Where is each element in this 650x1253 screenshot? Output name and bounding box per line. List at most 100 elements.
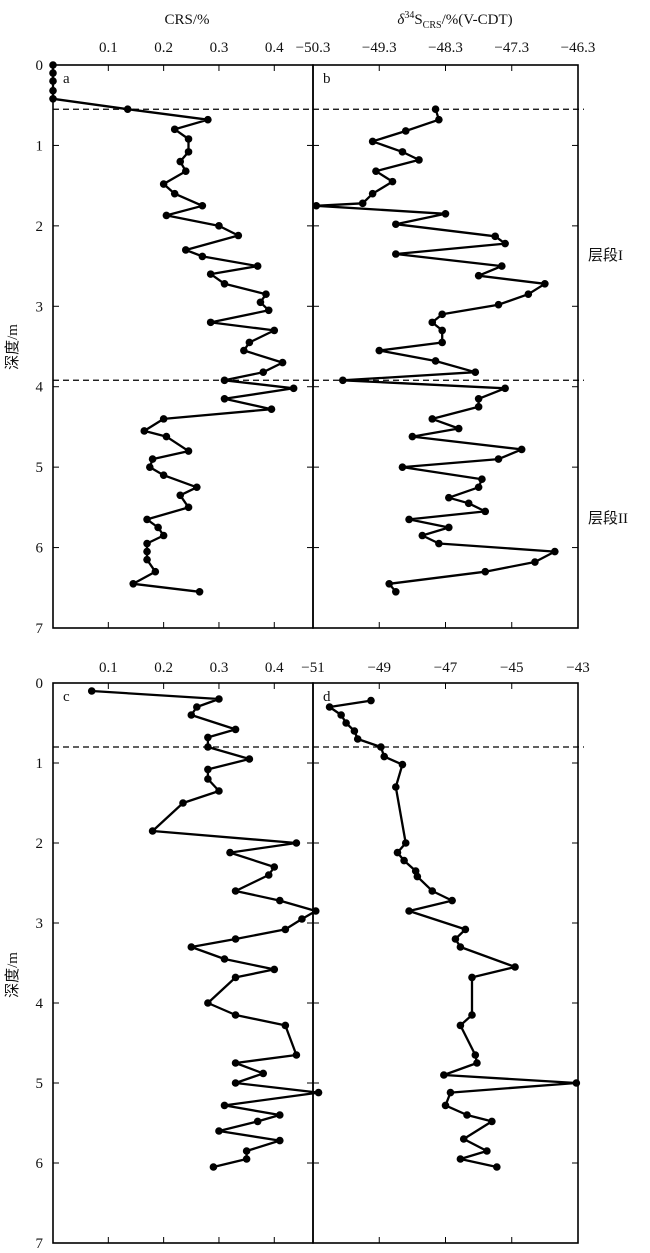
data-point — [204, 765, 212, 774]
x-tick-label: 0.1 — [99, 40, 118, 56]
data-point — [148, 827, 157, 835]
data-point — [148, 455, 157, 463]
y-tick-label: 7 — [36, 621, 44, 637]
panel-d-frame — [312, 682, 579, 1244]
data-point — [531, 558, 539, 566]
data-point — [372, 167, 380, 175]
panel-b: −50.3 −49.3 −48.3 −47.3 −46.3 b — [296, 40, 596, 629]
data-point — [187, 943, 196, 951]
panel-c: 0.1 0.2 0.3 0.4 0 1 2 3 4 5 6 7 c — [36, 660, 323, 1252]
data-point — [143, 539, 151, 548]
panel-d: −51 −49 −47 −45 −43 d — [301, 660, 590, 1244]
data-point — [278, 358, 287, 367]
data-point — [511, 963, 519, 971]
data-point — [325, 703, 334, 711]
x-tick-label: 0.1 — [99, 660, 118, 676]
plot-area: 0.1 0.2 0.3 0.4 0 1 2 3 4 5 6 7 a −50.3 −49.3 −48.3 −47.… — [36, 40, 596, 1252]
data-point — [392, 250, 400, 258]
data-point — [498, 262, 506, 270]
data-point — [461, 925, 470, 934]
data-point — [456, 943, 465, 951]
data-point — [162, 211, 171, 220]
data-point — [215, 787, 223, 795]
data-point — [204, 775, 212, 783]
y-tick-label: 0 — [36, 676, 44, 692]
data-point — [276, 1136, 284, 1145]
data-point — [342, 719, 350, 727]
panel-label-d: d — [323, 689, 331, 705]
data-point — [445, 493, 453, 502]
data-point — [468, 1011, 476, 1019]
data-point — [398, 148, 407, 156]
data-point — [473, 1059, 481, 1067]
data-point — [368, 189, 377, 198]
x-tick-label: 0.4 — [265, 40, 284, 56]
data-point — [478, 475, 486, 484]
data-point — [231, 887, 240, 895]
series-line-d — [328, 699, 578, 1169]
data-point — [176, 491, 185, 500]
data-point — [281, 925, 290, 934]
data-point — [451, 935, 460, 943]
data-point — [388, 177, 397, 186]
data-point — [441, 209, 450, 218]
data-point — [464, 499, 473, 508]
data-point — [431, 357, 440, 365]
panel-label-a: a — [63, 71, 70, 87]
data-point — [368, 137, 377, 146]
y-tick-label: 5 — [36, 460, 44, 476]
data-point — [418, 531, 427, 540]
data-point — [392, 588, 400, 596]
data-point — [438, 338, 446, 347]
data-point — [428, 887, 437, 895]
data-point — [123, 105, 132, 114]
data-point — [456, 1155, 465, 1163]
x-tick-label: −46.3 — [561, 40, 596, 56]
data-point — [572, 1079, 581, 1087]
data-point — [220, 279, 229, 288]
data-point — [367, 696, 375, 705]
x-tick-label: 0.2 — [154, 660, 173, 676]
x-tick-label: 0.2 — [154, 40, 173, 56]
data-point — [481, 507, 490, 516]
data-point — [405, 515, 413, 524]
x-tick-label: −50.3 — [296, 40, 331, 56]
data-point — [501, 384, 509, 393]
data-point — [375, 346, 384, 355]
data-point — [276, 896, 284, 905]
data-point — [400, 856, 408, 865]
panel-a: 0.1 0.2 0.3 0.4 0 1 2 3 4 5 6 7 a — [36, 40, 314, 637]
data-point — [198, 252, 207, 261]
y-tick-label: 4 — [36, 996, 44, 1012]
data-point — [162, 432, 171, 441]
data-point — [438, 310, 446, 319]
data-point — [408, 432, 417, 441]
data-point — [195, 588, 204, 596]
y-tick-label: 4 — [36, 380, 44, 396]
data-point — [206, 270, 215, 278]
data-point — [231, 935, 240, 943]
crs-axis-title: CRS/% — [164, 12, 209, 28]
data-point — [501, 239, 509, 248]
data-point — [259, 1069, 268, 1078]
x-tick-label: 0.3 — [210, 660, 229, 676]
data-point — [143, 547, 151, 556]
data-point — [456, 1021, 465, 1030]
data-point — [270, 965, 279, 974]
x-tick-label: −48.3 — [428, 40, 463, 56]
data-point — [220, 1101, 229, 1110]
data-point — [140, 427, 149, 435]
data-point — [49, 69, 57, 77]
data-point — [206, 318, 215, 327]
data-point — [401, 839, 410, 847]
data-point — [193, 483, 201, 492]
data-point — [468, 973, 476, 982]
data-point — [471, 368, 480, 377]
data-point — [435, 539, 443, 548]
data-point — [494, 300, 503, 309]
data-point — [385, 579, 393, 588]
data-point — [181, 246, 190, 254]
d34s-sub: CRS — [423, 20, 442, 31]
data-point — [198, 201, 207, 210]
